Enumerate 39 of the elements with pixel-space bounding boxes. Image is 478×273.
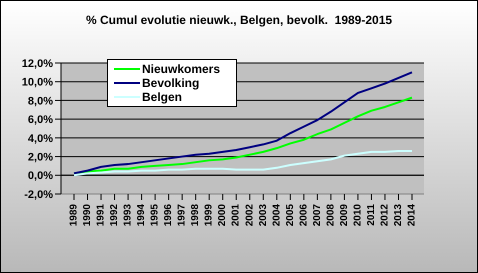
x-tick-label: 1991 (96, 204, 107, 226)
x-tick-label: 1989 (68, 204, 80, 226)
legend-label: Bevolking (142, 76, 200, 90)
x-tick-label: 2005 (284, 204, 296, 226)
x-tick-label: 1992 (109, 204, 120, 226)
x-tick-label: 2002 (244, 204, 256, 226)
chart-title: % Cumul evolutie nieuwk., Belgen, bevolk. 1989-2015 (84, 13, 394, 27)
x-tick-label: 2007 (312, 204, 323, 226)
y-tick-label: 0,0% (28, 170, 54, 182)
x-tick-label: 2012 (379, 204, 390, 226)
legend-label: Nieuwkomers (142, 62, 220, 76)
y-tick-label: 4,0% (28, 132, 54, 145)
x-tick-label: 2008 (325, 204, 336, 226)
x-tick-label: 2003 (258, 204, 269, 226)
x-tick-label: 2006 (298, 204, 310, 226)
y-tick-label: 12,0% (22, 58, 54, 70)
x-tick-label: 2004 (271, 204, 282, 226)
x-tick-label: 2014 (406, 204, 418, 226)
legend-label: Belgen (142, 90, 182, 104)
y-tick-label: 2,0% (28, 151, 54, 164)
x-tick-label: 2000 (217, 204, 228, 226)
x-tick-label: 1998 (190, 204, 202, 226)
x-tick-label: 2001 (230, 204, 242, 226)
y-tick-label: -2,0% (24, 188, 54, 201)
x-tick-label: 2010 (352, 204, 364, 226)
x-tick-label: 1990 (82, 204, 94, 226)
x-tick-label: 1995 (150, 204, 161, 226)
x-tick-label: 1993 (122, 204, 134, 226)
y-tick-label: 10,0% (22, 76, 54, 89)
x-tick-label: 1997 (176, 204, 188, 226)
x-tick-label: 2009 (338, 204, 350, 226)
y-tick-label: 6,0% (28, 114, 54, 126)
line-series (73, 150, 413, 176)
y-tick-label: 8,0% (28, 95, 54, 108)
x-tick-label: 2011 (366, 204, 377, 226)
x-tick-label: 2013 (392, 204, 404, 226)
x-tick-label: 1994 (136, 204, 148, 226)
x-tick-label: 1999 (204, 204, 215, 226)
x-tick-label: 1996 (163, 204, 174, 226)
